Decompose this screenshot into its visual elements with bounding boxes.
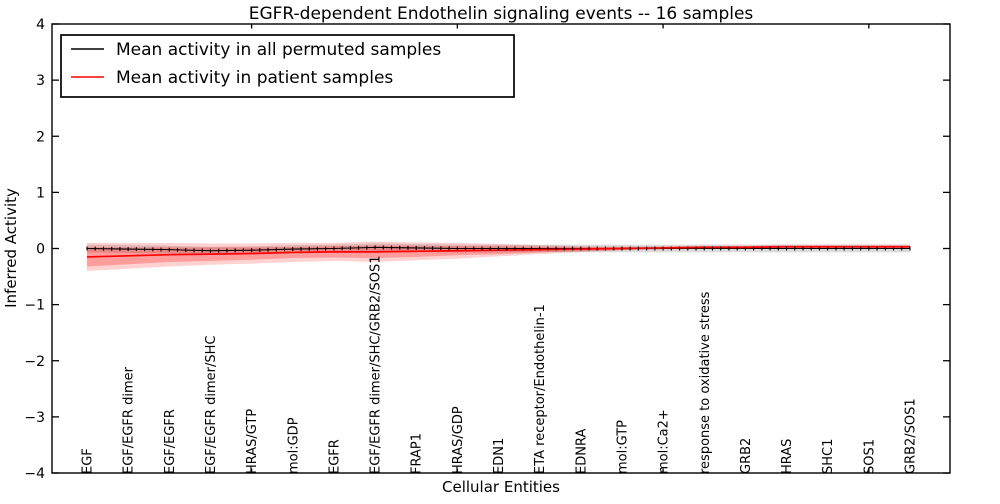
y-tick-label: 0 xyxy=(36,242,45,258)
x-category-label: EGF/EGFR dimer/SHC xyxy=(204,336,219,474)
y-tick-label: 1 xyxy=(36,185,45,201)
chart-title: EGFR-dependent Endothelin signaling even… xyxy=(249,4,754,24)
legend-label-permuted: Mean activity in all permuted samples xyxy=(116,40,441,60)
x-category-label: response to oxidative stress xyxy=(698,291,713,474)
x-category-label: ETA receptor/Endothelin-1 xyxy=(533,304,548,474)
x-category-label: SOS1 xyxy=(862,439,877,474)
legend: Mean activity in all permuted samples Me… xyxy=(60,34,515,98)
y-tick-label: 4 xyxy=(36,17,45,33)
x-category-label: HRAS/GDP xyxy=(451,406,466,474)
x-category-label: SHC1 xyxy=(821,439,836,474)
y-tick-label: −1 xyxy=(24,298,45,314)
x-category-label: GRB2/SOS1 xyxy=(904,398,919,474)
x-category-label: EGF/EGFR dimer xyxy=(122,366,137,474)
x-category-label: HRAS xyxy=(780,439,795,474)
x-category-label: mol:GDP xyxy=(286,417,301,474)
y-tick-label: 3 xyxy=(36,73,45,89)
x-category-label: EGF/EGFR dimer/SHC/GRB2/SOS1 xyxy=(369,256,384,475)
legend-label-patient: Mean activity in patient samples xyxy=(116,68,393,88)
y-tick-label: −3 xyxy=(24,410,45,426)
x-category-label: EDNRA xyxy=(574,429,589,474)
x-category-label: mol:GTP xyxy=(615,420,630,474)
x-axis-label: Cellular Entities xyxy=(442,478,560,496)
y-tick-label: 2 xyxy=(36,129,45,145)
y-tick-label: −2 xyxy=(24,354,45,370)
y-axis-label: Inferred Activity xyxy=(2,188,20,308)
x-category-label: EDN1 xyxy=(492,438,507,474)
x-category-label: mol:Ca2+ xyxy=(657,409,672,474)
plot-frame xyxy=(51,23,951,474)
x-category-label: GRB2 xyxy=(739,438,754,474)
series-markers xyxy=(86,245,911,253)
x-category-labels: EGF EGF/EGFR dimer EGF/EGFR EGF/EGFR dimer/… xyxy=(81,256,919,475)
y-tick-labels: 4 3 2 1 0 −1 −2 −3 −4 xyxy=(24,17,45,482)
legend-box xyxy=(60,34,515,98)
x-category-label: HRAS/GTP xyxy=(245,409,260,474)
x-category-label: FRAP1 xyxy=(410,433,425,474)
x-category-label: EGF/EGFR xyxy=(163,409,178,474)
x-category-label: EGFR xyxy=(327,439,342,474)
y-tick-label: −4 xyxy=(24,466,45,482)
x-category-label: EGF xyxy=(81,448,96,474)
